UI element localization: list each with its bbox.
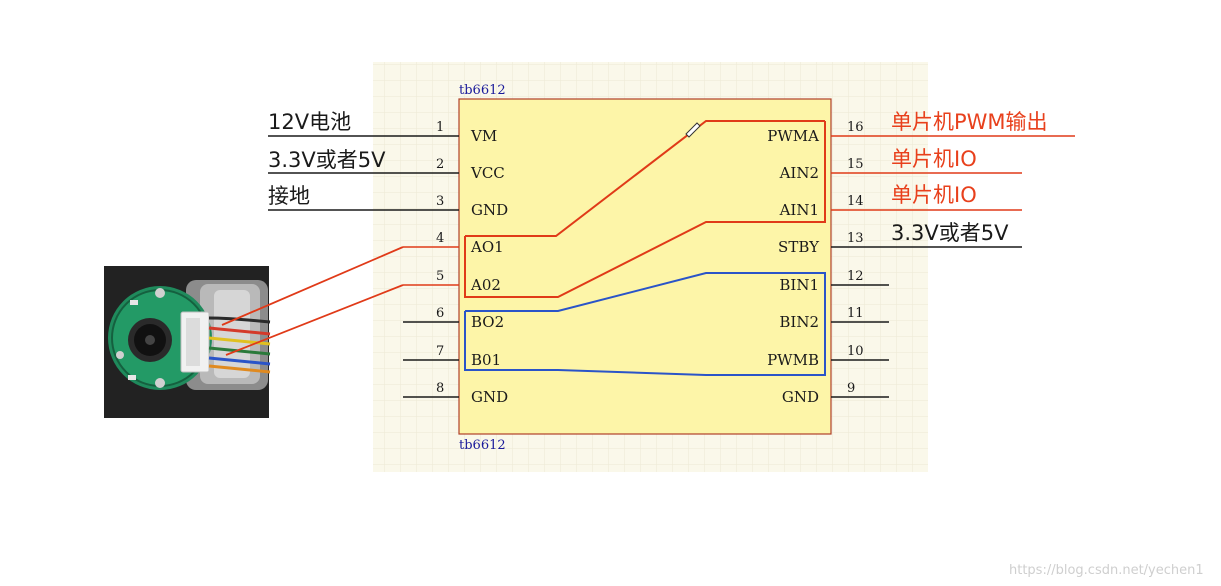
pin-name-10: PWMB xyxy=(767,351,819,369)
pin-name-9: GND xyxy=(782,388,819,406)
pin-num-13: 13 xyxy=(847,231,864,246)
watermark: https://blog.csdn.net/yechen1 xyxy=(1009,563,1204,578)
pin-num-10: 10 xyxy=(847,344,864,359)
pin-num-7: 7 xyxy=(436,344,444,359)
annotation-ain2: 单片机IO xyxy=(891,147,977,171)
annotation-vcc: 3.3V或者5V xyxy=(268,148,386,172)
pin-name-16: PWMA xyxy=(767,127,819,145)
pin-num-15: 15 xyxy=(847,157,864,172)
pin-num-9: 9 xyxy=(847,381,855,396)
left-pin-lines-red xyxy=(403,246,459,286)
left-pin-names: VM VCC GND AO1 A02 BO2 B01 GND xyxy=(470,127,508,406)
chip-label-top: tb6612 xyxy=(459,83,506,98)
pin-name-15: AIN2 xyxy=(779,164,819,182)
pin-num-2: 2 xyxy=(436,157,444,172)
pin-name-12: BIN1 xyxy=(779,276,819,294)
pin-name-2: VCC xyxy=(470,164,505,182)
pin-name-5: A02 xyxy=(470,276,501,294)
right-pin-names: PWMA AIN2 AIN1 STBY BIN1 BIN2 PWMB GND xyxy=(767,127,820,406)
red-wire-a02-ain1 xyxy=(464,121,826,298)
pin-num-11: 11 xyxy=(847,306,864,321)
right-pin-lines-red xyxy=(831,135,1075,211)
red-wire-ao1-pwma xyxy=(465,120,825,237)
external-red-wires xyxy=(221,246,404,356)
pin-num-12: 12 xyxy=(847,269,864,284)
annotation-vm: 12V电池 xyxy=(268,110,351,134)
encoder-motor-icon xyxy=(104,266,271,418)
pin-num-1: 1 xyxy=(436,120,444,135)
pin-name-6: BO2 xyxy=(471,313,504,331)
motor-wire-ao1 xyxy=(221,246,404,326)
cursor-icon xyxy=(685,122,701,138)
pin-num-6: 6 xyxy=(436,306,444,321)
pin-name-3: GND xyxy=(471,201,508,219)
pin-name-7: B01 xyxy=(471,351,501,369)
left-pin-lines xyxy=(268,135,459,398)
chip-label-bottom: tb6612 xyxy=(459,438,506,453)
left-annotations: 12V电池 3.3V或者5V 接地 xyxy=(268,110,386,208)
right-annotations: 单片机PWM输出 单片机IO 单片机IO 3.3V或者5V xyxy=(891,110,1048,245)
pin-name-14: AIN1 xyxy=(779,201,819,219)
pin-name-11: BIN2 xyxy=(779,313,819,331)
annotation-ain1: 单片机IO xyxy=(891,183,977,207)
annotation-pwma: 单片机PWM输出 xyxy=(891,110,1048,134)
pin-name-13: STBY xyxy=(778,238,820,256)
annotation-gnd: 接地 xyxy=(268,184,310,208)
pin-num-14: 14 xyxy=(847,194,864,209)
pin-num-8: 8 xyxy=(436,381,444,396)
right-pin-numbers: 16 15 14 13 12 11 10 9 xyxy=(847,120,864,396)
pin-num-16: 16 xyxy=(847,120,864,135)
pin-name-4: AO1 xyxy=(470,238,504,256)
left-pin-numbers: 1 2 3 4 5 6 7 8 xyxy=(436,120,444,396)
annotation-stby: 3.3V或者5V xyxy=(891,221,1009,245)
pin-num-3: 3 xyxy=(436,194,444,209)
blue-wire-b-channel xyxy=(464,272,826,376)
chip-body xyxy=(458,98,832,435)
right-pin-lines xyxy=(831,246,1022,398)
pin-num-5: 5 xyxy=(436,269,444,284)
pin-num-4: 4 xyxy=(436,231,444,246)
pin-name-8: GND xyxy=(471,388,508,406)
pin-name-1: VM xyxy=(470,127,497,145)
motor-wire-a02 xyxy=(225,284,404,356)
